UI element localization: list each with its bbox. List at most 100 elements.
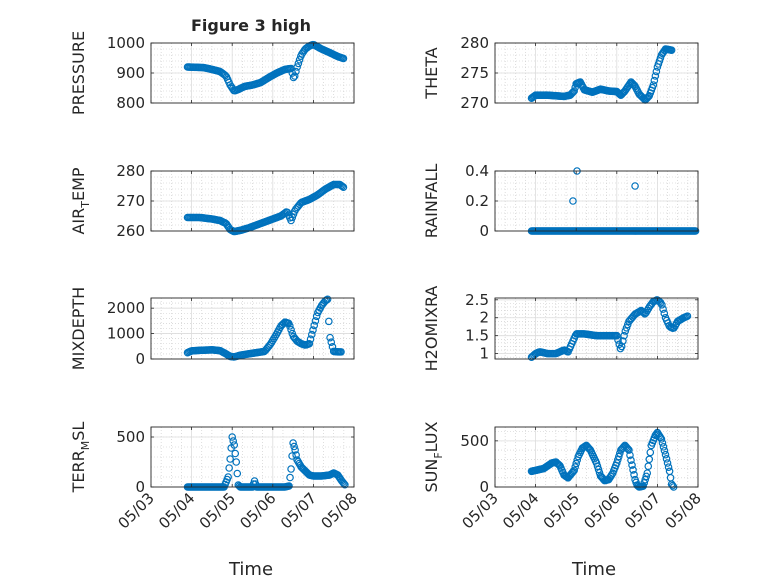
axes-box (494, 426, 699, 488)
panel-sun_flux: 0500SUNFLUX05/0305/0405/0505/0605/0705/0… (422, 421, 705, 532)
data-point (661, 450, 670, 459)
y-tick-label: 0 (135, 350, 145, 368)
data-point (595, 468, 604, 477)
data-point (660, 309, 669, 318)
data-point (286, 473, 294, 482)
series-mixdepth (183, 295, 345, 361)
y-tick-label: 0 (479, 478, 489, 496)
y-axis-label: TERRMSL (69, 422, 92, 494)
data-point (654, 296, 663, 305)
y-tick-label: 500 (460, 432, 489, 450)
data-point (293, 63, 301, 71)
x-tick-label: 05/06 (236, 489, 279, 532)
data-point (616, 449, 624, 458)
data-point (612, 459, 621, 467)
data-point (628, 461, 636, 469)
data-point (291, 446, 299, 454)
y-axis-label-rest: SL (69, 422, 88, 441)
y-tick-label: 500 (116, 428, 145, 446)
panel-mixdepth: 0 1000 2000 MIXDEPTH (69, 287, 355, 370)
data-point (664, 463, 673, 471)
data-point (285, 482, 293, 490)
data-point (226, 455, 234, 463)
data-point (230, 441, 239, 449)
data-point (286, 322, 294, 330)
y-axis-label-rest: EMP (69, 167, 88, 201)
data-point (290, 72, 299, 80)
y-axis-label: THETA (422, 47, 441, 99)
data-point (307, 330, 316, 339)
x-tick-label: 05/05 (196, 489, 239, 532)
data-point (646, 448, 655, 457)
y-axis-label: AIRTEMP (69, 167, 92, 234)
y-axis-label-rest: LUX (422, 421, 441, 452)
y-tick-label: 900 (116, 64, 145, 82)
y-tick-label: 0 (135, 478, 145, 496)
data-point (323, 295, 332, 304)
data-point (593, 462, 602, 471)
data-point (337, 348, 345, 356)
data-point (309, 326, 317, 334)
series-pressure (183, 40, 348, 95)
data-point (615, 452, 623, 461)
y-tick-label: 275 (460, 64, 489, 82)
y-axis-label: SUNFLUX (422, 421, 445, 492)
data-point (306, 335, 315, 343)
data-point (639, 482, 647, 490)
y-tick-label: 270 (116, 192, 145, 210)
data-point (619, 337, 627, 345)
data-point (569, 467, 577, 476)
data-point (668, 481, 677, 490)
series-h2omixra (527, 296, 692, 362)
data-point (594, 465, 603, 474)
x-tick-label: 05/04 (499, 489, 542, 532)
y-axis-label-subscript: T (79, 201, 92, 209)
data-point (592, 459, 601, 467)
data-point (644, 462, 653, 471)
data-point (644, 93, 653, 101)
y-tick-label: 280 (460, 34, 489, 52)
data-point (327, 338, 336, 347)
data-point (626, 451, 634, 459)
data-point (614, 455, 622, 464)
data-point (620, 331, 628, 340)
data-point (305, 339, 314, 348)
data-point (572, 459, 581, 468)
data-point (266, 340, 275, 349)
x-tick-label: 05/06 (580, 489, 623, 532)
x-tick-label: 05/07 (621, 489, 664, 532)
data-point (287, 465, 295, 473)
data-point (623, 443, 631, 452)
data-point (220, 70, 228, 79)
y-axis-label: MIXDEPTH (69, 287, 88, 370)
data-point (617, 342, 626, 351)
data-point (568, 89, 576, 97)
data-point (651, 72, 660, 80)
y-tick-label: 2.5 (465, 291, 489, 309)
x-tick-label: 05/05 (540, 489, 583, 532)
panel-air_temp: 260 270 280 AIRTEMP (69, 162, 355, 240)
x-axis-label-right: Time (571, 559, 616, 580)
y-tick-label: 2 (479, 309, 489, 327)
series-air_temp (183, 180, 348, 236)
y-axis-label: H2OMIXRA (422, 286, 441, 372)
data-point (292, 451, 300, 459)
y-axis-label-subscript: M (79, 441, 92, 451)
data-point (629, 466, 637, 474)
y-tick-label: 270 (460, 94, 489, 112)
data-point (221, 71, 230, 80)
figure-title: Figure 3 high (191, 16, 311, 35)
panel-terr_msl: 0500TERRMSL05/0305/0405/0505/0605/0705/0… (69, 422, 361, 533)
data-point (569, 88, 577, 96)
data-point (570, 87, 578, 95)
data-point (657, 435, 666, 443)
y-tick-label: 260 (116, 222, 145, 240)
data-point (660, 446, 669, 455)
data-point (627, 456, 635, 465)
data-point (290, 442, 298, 451)
data-point (658, 439, 667, 447)
data-point (569, 197, 577, 205)
series-theta (527, 45, 676, 104)
data-point (225, 464, 233, 472)
data-point (571, 463, 579, 471)
